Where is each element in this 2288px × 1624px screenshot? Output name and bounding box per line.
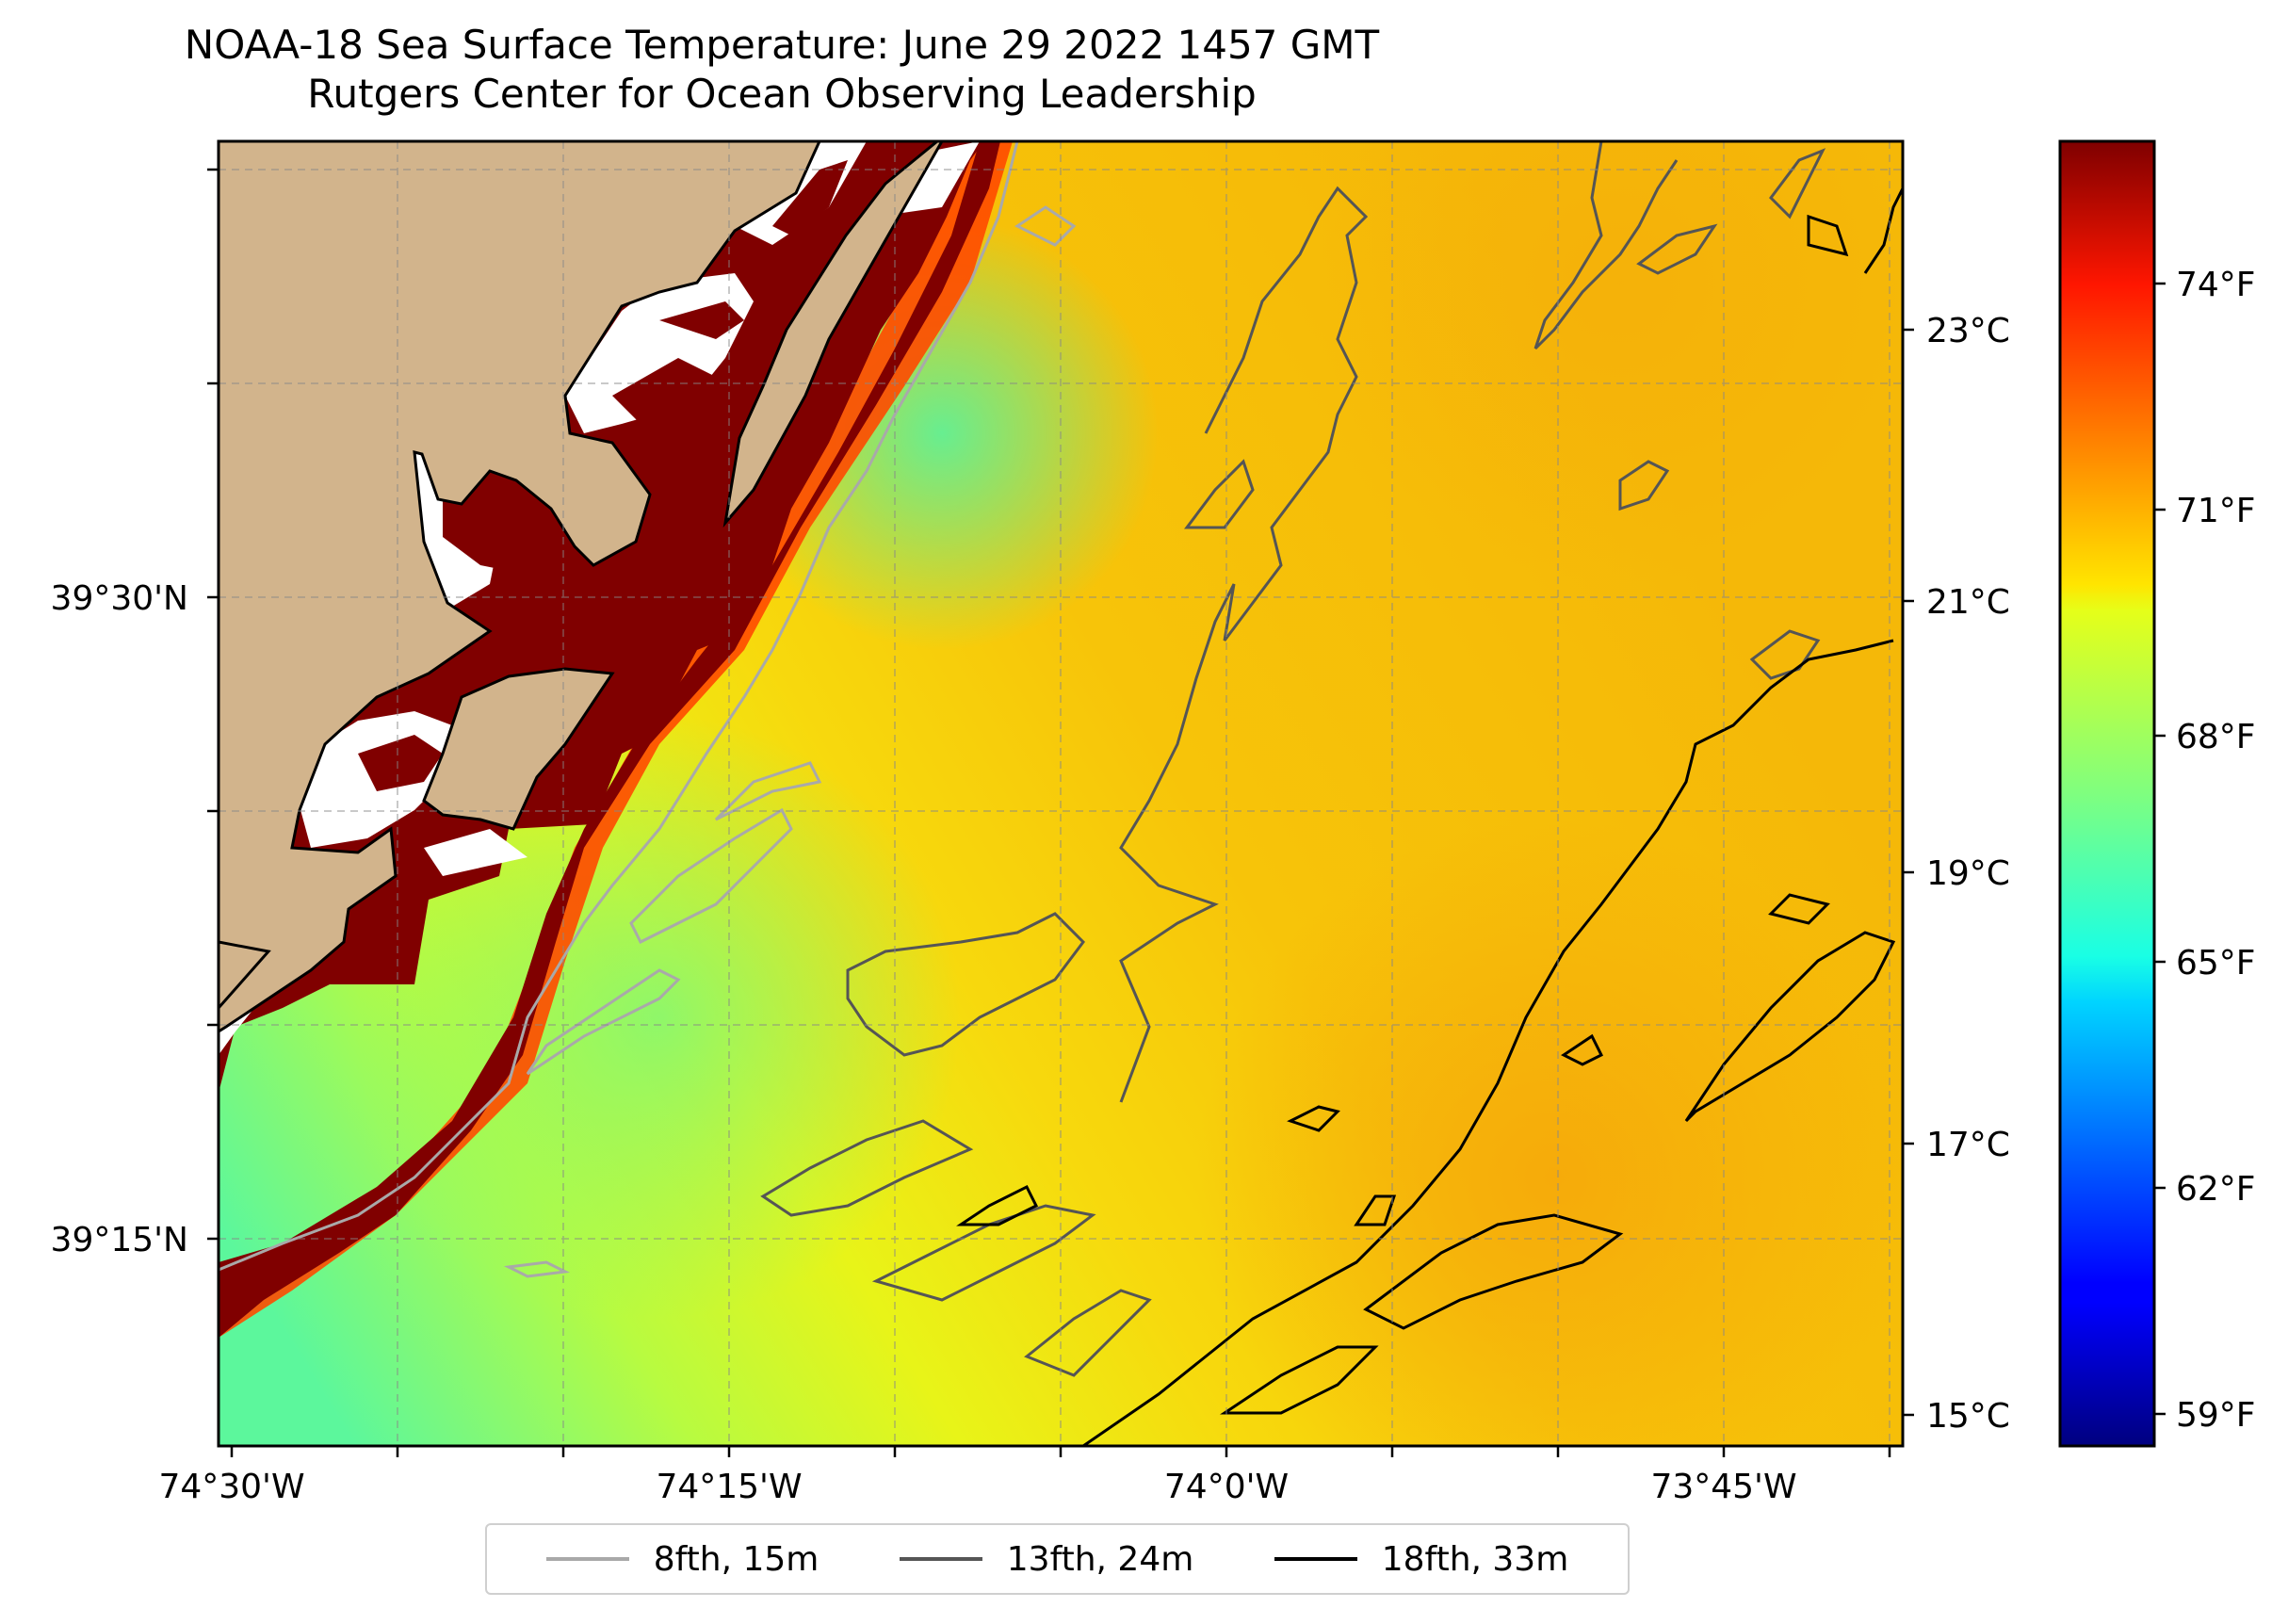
isobath-8fth	[219, 141, 1019, 1272]
nearshore-warm-band	[219, 141, 1013, 1338]
isobath-18fth	[956, 1184, 1039, 1226]
masked-sst	[358, 735, 443, 791]
land	[219, 141, 821, 1033]
isobath-18fth	[1082, 639, 1894, 1446]
nodata-area	[424, 829, 527, 876]
isobath-13fth	[1769, 148, 1826, 219]
legend-item-8fth: 8fth, 15m	[545, 1539, 819, 1579]
x-tick-label: 74°15'W	[656, 1468, 802, 1506]
celsius-tick-label: 15°C	[1926, 1397, 2010, 1436]
y-tick-label: 39°15'N	[51, 1221, 188, 1259]
land	[422, 667, 615, 831]
celsius-tick-label: 21°C	[1926, 583, 2010, 622]
celsius-tick-label: 17°C	[1926, 1126, 2010, 1164]
isobath-13fth	[1618, 460, 1670, 512]
map-plot-area	[219, 141, 1903, 1446]
fahrenheit-tick-label: 71°F	[2176, 492, 2256, 530]
x-tick-label: 74°30'W	[158, 1468, 304, 1506]
isobath-18fth	[1287, 1105, 1340, 1132]
land	[722, 141, 944, 528]
isobath-13fth	[1024, 1289, 1152, 1377]
x-tick-label: 73°45'W	[1650, 1468, 1796, 1506]
y-tick-label: 39°30'N	[51, 579, 188, 618]
isobath-18fth	[1768, 893, 1830, 925]
isobath-18fth	[1363, 1213, 1624, 1330]
celsius-tick-label: 23°C	[1926, 312, 2010, 350]
legend-label: 18fth, 33m	[1381, 1539, 1569, 1579]
legend-swatch	[899, 1557, 982, 1561]
isobath-18fth	[1807, 214, 1849, 257]
legend-swatch	[1274, 1557, 1357, 1561]
isobath-18fth	[1863, 187, 1903, 274]
isobath-8fth	[629, 807, 793, 945]
legend-label: 8fth, 15m	[653, 1539, 819, 1579]
celsius-axis	[1903, 328, 1914, 1417]
isobath-8fth	[714, 761, 822, 821]
legend-swatch	[545, 1557, 629, 1561]
masked-sst	[659, 301, 744, 339]
isobath-13fth	[1119, 186, 1369, 1103]
legend: 8fth, 15m 13fth, 24m 18fth, 33m	[485, 1523, 1630, 1595]
chart-title: NOAA-18 Sea Surface Temperature: June 29…	[0, 21, 1564, 119]
isobath-18fth	[1561, 1033, 1604, 1066]
fahrenheit-tick-label: 68°F	[2176, 718, 2256, 756]
isobath-13fth	[1749, 629, 1821, 680]
x-tick-label: 74°0'W	[1164, 1468, 1289, 1506]
legend-item-18fth: 18fth, 33m	[1274, 1539, 1569, 1579]
title-line-1: NOAA-18 Sea Surface Temperature: June 29…	[184, 22, 1380, 68]
title-line-2: Rutgers Center for Ocean Observing Leade…	[307, 71, 1257, 117]
isobath-8fth	[1014, 205, 1077, 247]
isobath-18fth	[1220, 1345, 1379, 1415]
fahrenheit-tick-label: 74°F	[2176, 266, 2256, 304]
isobath-13fth	[760, 1119, 974, 1217]
isobath-13fth	[1184, 459, 1255, 529]
isobath-18fth	[1684, 931, 1896, 1123]
isobath-8fth	[526, 968, 681, 1076]
celsius-tick-label: 19°C	[1926, 854, 2010, 893]
fahrenheit-tick-label: 59°F	[2176, 1396, 2256, 1435]
masked-sst	[772, 160, 848, 235]
fahrenheit-axis	[2154, 282, 2166, 1416]
colorbar	[2058, 139, 2156, 1448]
fahrenheit-tick-label: 62°F	[2176, 1170, 2256, 1209]
isobath-13fth	[846, 912, 1085, 1057]
isobath-13fth	[1533, 141, 1679, 350]
land	[219, 940, 271, 1011]
fahrenheit-tick-label: 65°F	[2176, 944, 2256, 983]
isobath-13fth	[1636, 223, 1718, 275]
legend-item-13fth: 13fth, 24m	[899, 1539, 1194, 1579]
isobath-8fth	[503, 1260, 571, 1278]
isobath-13fth	[871, 1204, 1096, 1302]
y-axis	[207, 168, 219, 1241]
gridlines	[219, 141, 1903, 1446]
masked-sst	[612, 358, 716, 424]
x-axis	[230, 1446, 1891, 1457]
legend-label: 13fth, 24m	[1006, 1539, 1194, 1579]
masked-sst	[443, 476, 565, 575]
isobath-18fth	[1354, 1194, 1397, 1226]
